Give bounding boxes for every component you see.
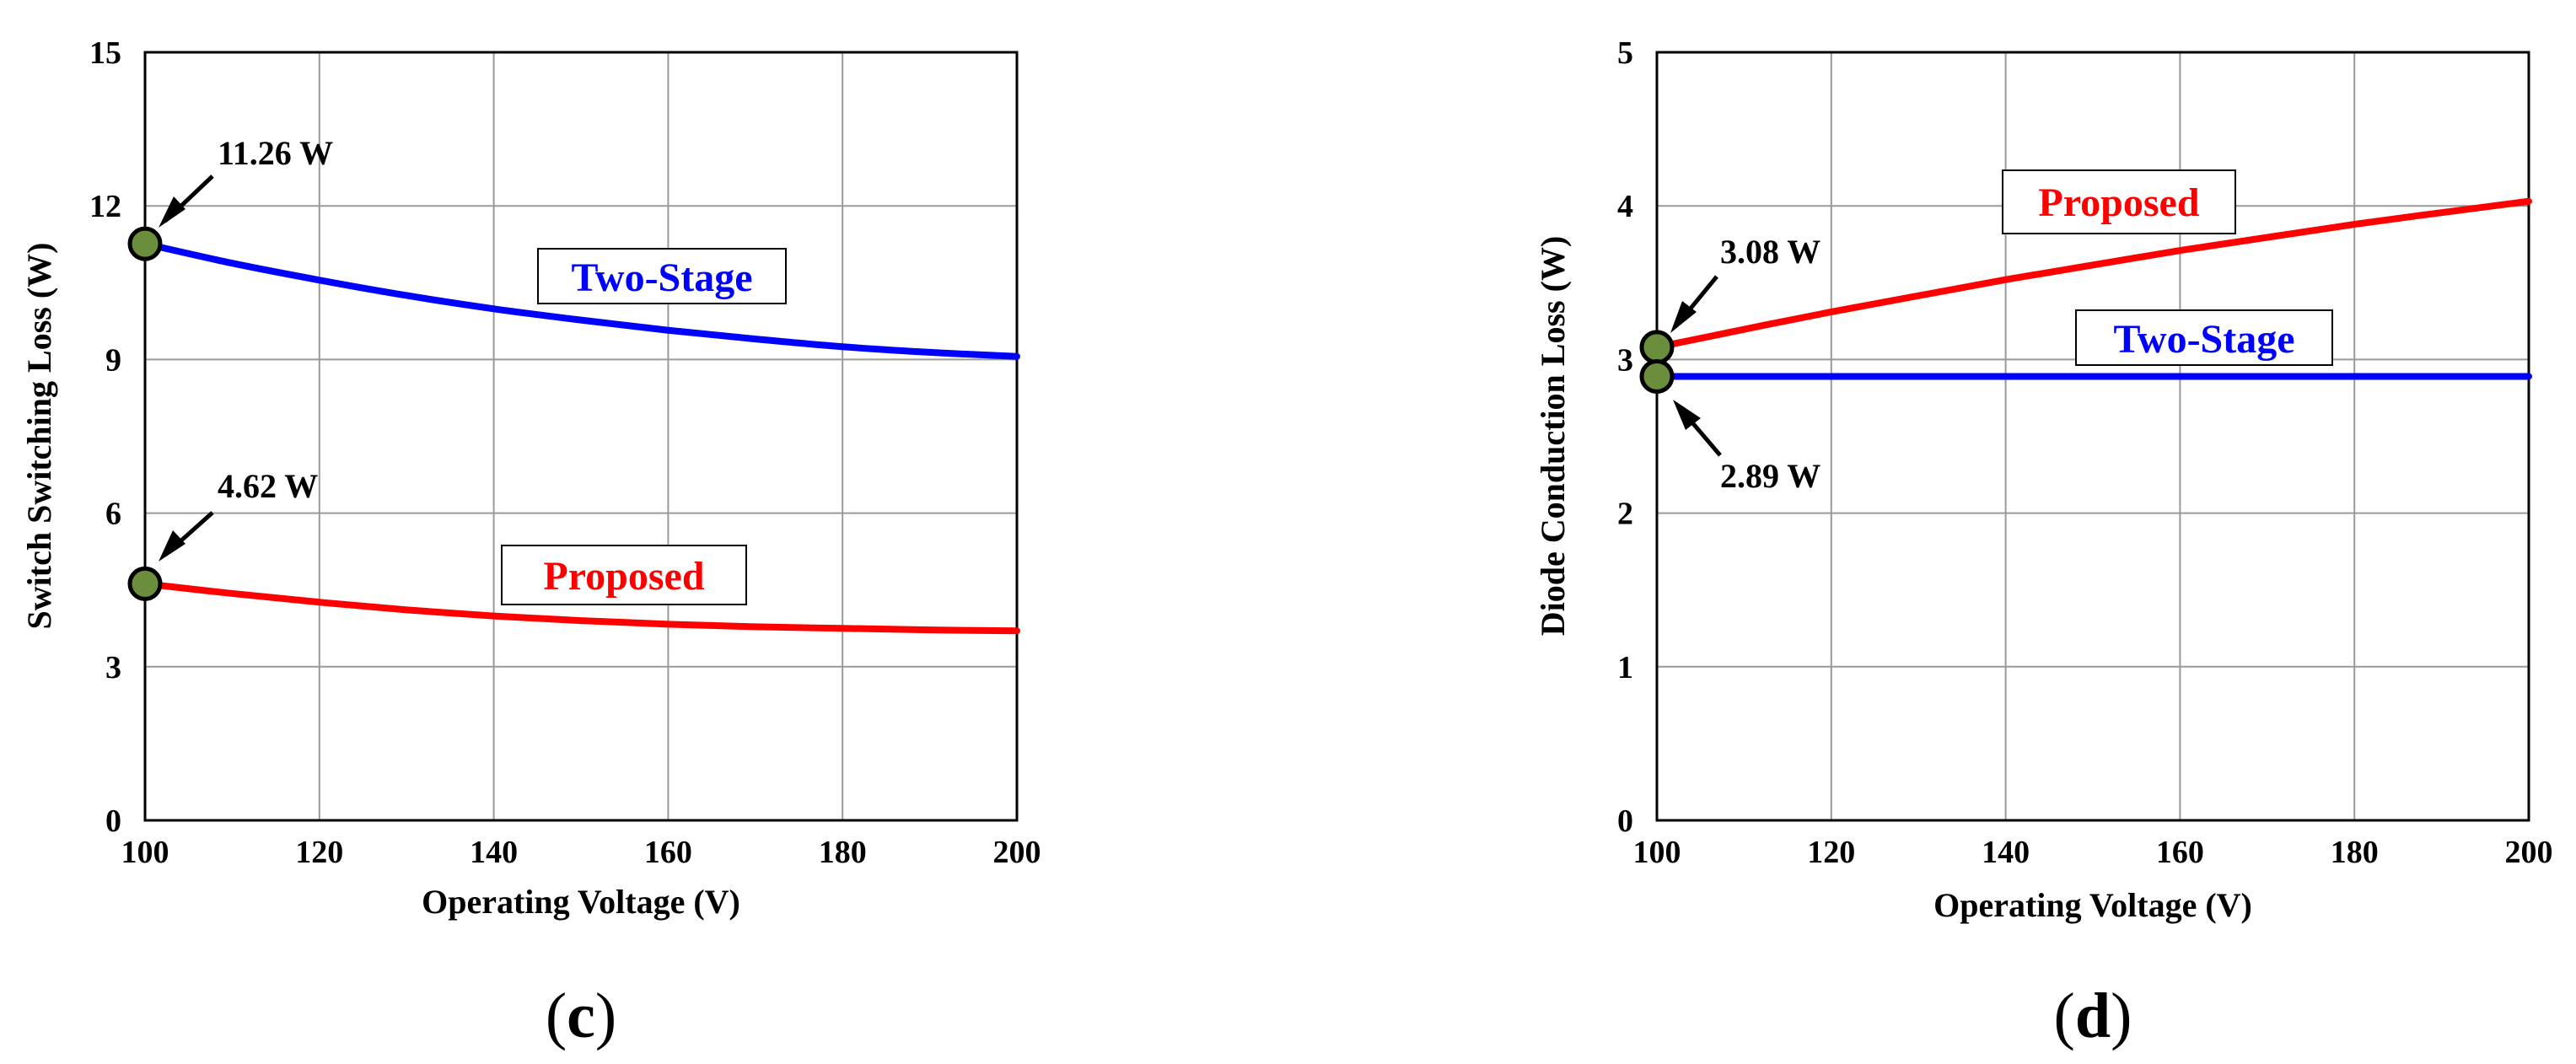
proposed-series-label: Proposed [2038,180,2199,225]
y-axis-title: Switch Switching Loss (W) [20,243,58,630]
data-point-marker [1639,330,1675,365]
x-tick-label: 100 [121,835,169,870]
y-tick-label: 3 [1617,342,1633,378]
plot-frame [1655,51,2530,822]
series-line-two-stage [142,240,1020,360]
y-tick-label: 3 [105,650,121,685]
x-tick-label: 100 [1633,835,1681,870]
tick-labels: 100 120 140 160 180 200 0 1 2 3 4 5 [1617,35,2553,870]
y-tick-label: 12 [89,189,121,224]
panel-label-c: (c) [546,981,616,1051]
y-tick-label: 9 [105,342,121,378]
proposed-series-label: Proposed [543,554,704,599]
y-tick-label: 15 [89,35,121,71]
x-tick-label: 140 [1982,835,2030,870]
annotation-label: 11.26 W [218,134,333,172]
data-point-marker [1639,358,1675,394]
x-tick-label: 120 [295,835,343,870]
panel-label-open: ( [2054,981,2075,1051]
panel-label-close: ) [595,981,616,1051]
two-stage-series-label: Two-Stage [571,255,752,300]
data-markers [1639,330,1675,394]
x-tick-label: 160 [644,835,692,870]
data-point-marker [127,566,163,601]
two-stage-label-box [2075,309,2333,366]
y-tick-label: 2 [1617,497,1633,532]
chart-panel-d: 100 120 140 160 180 200 0 1 2 3 4 5 Operating Volta… [1534,35,2553,1051]
data-markers [127,226,163,601]
x-tick-label: 180 [819,835,867,870]
annotation-label: 4.62 W [218,467,318,505]
y-tick-label: 0 [105,803,121,839]
x-axis-title: Operating Voltage (V) [1933,886,2252,924]
proposed-label-box [2002,169,2236,234]
annotation-arrowhead [159,530,186,562]
series-lines [142,240,1020,635]
annotation-label: 2.89 W [1720,457,1820,495]
chart-panel-c: 100 120 140 160 180 200 0 3 6 9 12 15 Operating Vol… [20,35,1041,1051]
x-axis-title: Operating Voltage (V) [422,883,740,921]
panel-label-d: (d) [2054,981,2132,1051]
tick-labels: 100 120 140 160 180 200 0 3 6 9 12 15 [89,35,1041,870]
y-tick-label: 4 [1617,189,1633,224]
y-tick-label: 6 [105,497,121,532]
two-stage-series-label: Two-Stage [2113,317,2294,362]
y-axis-title: Diode Conduction Loss (W) [1534,236,1572,637]
y-tick-label: 1 [1617,650,1633,685]
x-tick-label: 180 [2331,835,2379,870]
y-tick-label: 5 [1617,35,1633,71]
annotation-arrowhead [159,196,186,228]
proposed-label-box [501,545,747,605]
panel-label-close: ) [2111,981,2132,1051]
x-tick-label: 140 [470,835,518,870]
annotation-arrowhead [1670,301,1697,333]
panel-label-letter: c [567,981,595,1051]
x-tick-label: 120 [1807,835,1855,870]
series-line-proposed [142,580,1020,635]
chart-grid [1656,51,2530,821]
two-stage-label-box [537,248,787,304]
series-line-proposed [1654,197,2532,351]
annotation-arrowhead [1673,400,1701,430]
x-tick-label: 200 [993,835,1041,870]
data-point-marker [127,226,163,261]
y-tick-label: 0 [1617,803,1633,839]
x-tick-label: 160 [2156,835,2204,870]
plot-frame [143,51,1019,822]
x-tick-label: 200 [2505,835,2553,870]
panel-label-open: ( [546,981,567,1051]
panel-label-letter: d [2075,981,2111,1051]
annotation-label: 3.08 W [1720,233,1820,271]
series-lines [1654,197,2532,380]
